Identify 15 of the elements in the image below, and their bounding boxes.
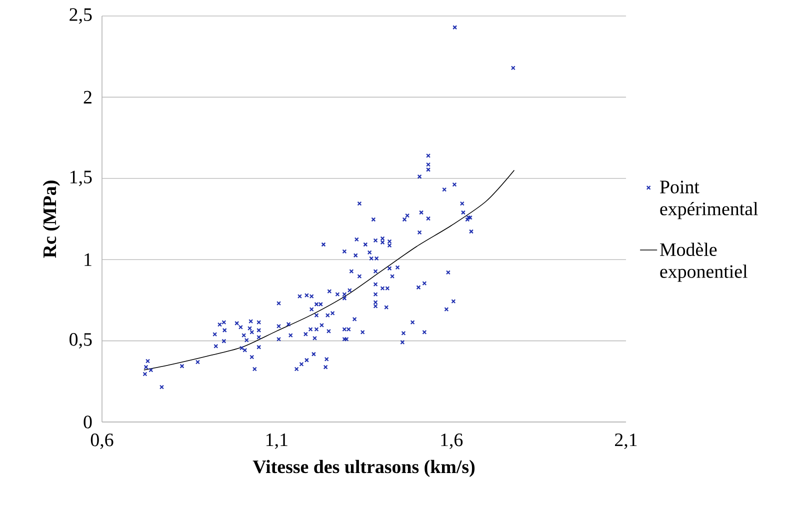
y-tick-label: 2,5: [70, 8, 92, 24]
x-tick-label: 0,6: [90, 434, 114, 450]
y-tick-label: 0: [84, 416, 92, 428]
y-tick-label: 0,5: [70, 333, 92, 349]
x-tick-label: 2,1: [615, 434, 637, 449]
y-tick-label: 2: [84, 90, 92, 104]
x-tick-label: 1,1: [266, 434, 288, 449]
x-tick-label: 1,6: [441, 434, 463, 449]
line-series: [144, 170, 515, 370]
y-tick-label: 1: [84, 253, 92, 266]
legend-label: Modèle exponentiel: [660, 242, 748, 282]
x-axis-title: Vitesse des ultrasons (km/s): [252, 460, 475, 478]
y-axis-title: Rc (MPa): [42, 180, 60, 258]
y-tick-label: 1,5: [70, 170, 92, 186]
legend-label: Point expérimental: [660, 180, 758, 220]
